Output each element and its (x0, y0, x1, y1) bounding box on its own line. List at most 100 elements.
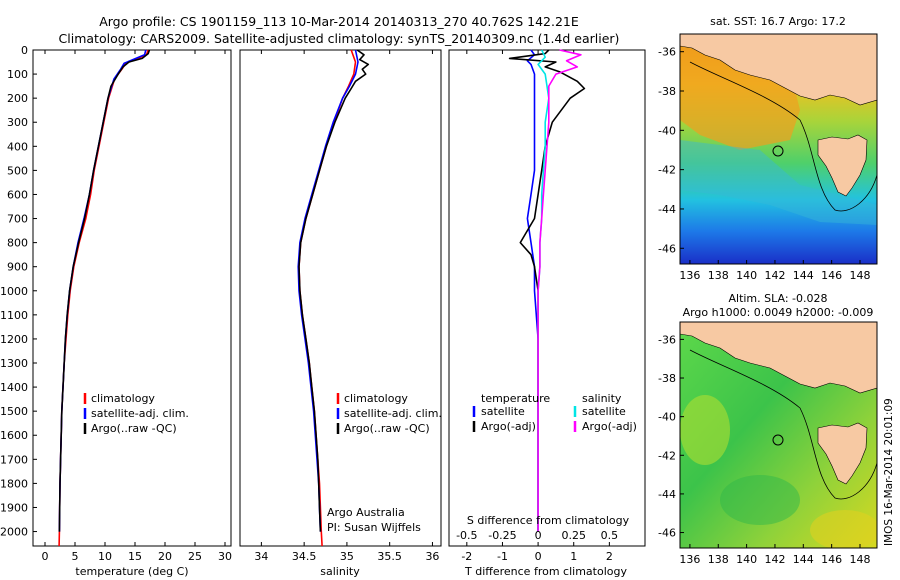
map-lat-label: -36 (658, 333, 676, 346)
tasmania (817, 422, 868, 485)
salinity-xtick-label: 34.5 (292, 550, 317, 563)
depth-tick-label: 300 (7, 116, 28, 129)
legend-label-s-satellite: satellite (582, 405, 626, 418)
depth-tick-label: 1100 (0, 309, 28, 322)
map-lon-label: 138 (708, 553, 729, 566)
map-lon-label: 142 (764, 269, 785, 282)
depth-tick-label: 1000 (0, 285, 28, 298)
sst-map-axes: 136 138 140 142 144 146 148 -36 -38 -40 -42 -44 -46 (658, 46, 870, 282)
sla-blob-b (720, 475, 800, 525)
map-lon-label: 138 (708, 269, 729, 282)
difference-xtick-label: -2 (461, 550, 472, 563)
imos-timestamp: IMOS 16-Mar-2014 20:01:09 (883, 398, 895, 546)
mainland-australia (680, 34, 877, 106)
depth-tick-label: 1700 (0, 453, 28, 466)
temperature-xlabel: temperature (deg C) (75, 565, 188, 578)
temperature-series-climatology (58, 49, 149, 547)
map-lat-label: -40 (658, 124, 676, 137)
map-lon-label: 142 (764, 553, 785, 566)
sla-blob-a (680, 395, 730, 465)
legend-label-s-argo: Argo(-adj) (582, 420, 637, 433)
temperature-xtick-label: 0 (42, 550, 49, 563)
map-lat-label: -38 (658, 372, 676, 385)
difference-xtick-top-label: -0.25 (488, 529, 516, 542)
depth-tick-label: 1600 (0, 429, 28, 442)
argo-float-marker (772, 145, 784, 157)
salinity-panel-frame (239, 49, 442, 547)
difference-series-argo-adj (537, 49, 582, 532)
map-lon-label: 144 (793, 553, 814, 566)
temperature-xtick-label: 5 (72, 550, 79, 563)
legend-header-temperature: temperature (481, 392, 550, 405)
salinity-xtick-label: 35 (340, 550, 354, 563)
mainland-australia (680, 322, 877, 394)
map-lat-label: -42 (658, 449, 676, 462)
sla-map-title-line1: Altim. SLA: -0.028 (728, 292, 827, 305)
legend-label-climatology: climatology (344, 392, 408, 405)
map-lon-label: 136 (679, 269, 700, 282)
map-lon-label: 136 (679, 553, 700, 566)
legend-header-salinity: salinity (582, 392, 622, 405)
depth-tick-label: 2000 (0, 526, 28, 539)
map-lat-label: -46 (658, 242, 676, 255)
sst-map (680, 34, 877, 264)
depth-tick-label: 0 (21, 44, 28, 57)
map-lat-label: -36 (658, 46, 676, 59)
legend-label-climatology: climatology (91, 392, 155, 405)
difference-xlabel-top: S difference from climatology (467, 514, 630, 527)
tasmania (817, 134, 868, 197)
difference-xtick-label: 1 (570, 550, 577, 563)
sla-map-title-line2: Argo h1000: 0.0049 h2000: -0.009 (683, 306, 874, 319)
difference-xtick-top-label: -0.5 (456, 529, 477, 542)
salinity-legend: climatology satellite-adj. clim. Argo(..… (336, 392, 442, 435)
figure-title-line2: Climatology: CARS2009. Satellite-adjuste… (59, 31, 620, 46)
argo-australia-annotation: Argo Australia (327, 506, 405, 519)
figure-title-line1: Argo profile: CS 1901159_113 10-Mar-2014… (99, 14, 579, 29)
temperature-xtick-label: 15 (128, 550, 142, 563)
map-lat-label: -46 (658, 527, 676, 540)
salinity-series-climatology (298, 49, 357, 547)
depth-tick-label: 200 (7, 92, 28, 105)
salinity-series-argo-raw-qc (298, 49, 370, 532)
map-lat-label: -44 (658, 488, 676, 501)
legend-label-t-argo: Argo(-adj) (481, 420, 536, 433)
salinity-xtick-label: 35.5 (377, 550, 402, 563)
difference-series-satellite (537, 49, 550, 532)
contour-line (689, 349, 877, 500)
salinity-xtick-label: 36 (425, 550, 439, 563)
map-lon-label: 148 (849, 553, 870, 566)
map-lat-label: -38 (658, 85, 676, 98)
legend-label-t-satellite: satellite (481, 405, 525, 418)
map-lat-label: -40 (658, 411, 676, 424)
depth-tick-label: 600 (7, 188, 28, 201)
difference-xtick-top-label: 0.25 (561, 529, 586, 542)
difference-series-argo-adj (508, 49, 586, 532)
depth-tick-label: 800 (7, 237, 28, 250)
temperature-series-argo-raw-qc (58, 49, 151, 532)
difference-xlabel: T difference from climatology (464, 565, 627, 578)
temperature-xtick-label: 10 (98, 550, 112, 563)
map-lon-label: 144 (793, 269, 814, 282)
sst-green-band (680, 140, 877, 225)
map-lon-label: 146 (821, 553, 842, 566)
depth-tick-label: 1800 (0, 477, 28, 490)
contour-line (689, 61, 877, 212)
legend-label-satellite: satellite-adj. clim. (344, 407, 442, 420)
difference-legend: temperature satellite Argo(-adj) salinit… (472, 392, 637, 433)
sst-map-title: sat. SST: 16.7 Argo: 17.2 (710, 15, 846, 28)
pi-annotation: PI: Susan Wijffels (327, 521, 421, 534)
sla-map-axes: 136 138 140 142 144 146 148 -36 -38 -40 -42 -44 -46 (658, 333, 870, 566)
depth-tick-label: 1500 (0, 405, 28, 418)
map-lat-label: -44 (658, 203, 676, 216)
map-lon-label: 148 (849, 269, 870, 282)
legend-label-argo: Argo(..raw -QC) (344, 422, 430, 435)
difference-xtick-label: 0 (535, 550, 542, 563)
depth-tick-label: 1200 (0, 333, 28, 346)
salinity-plot: 34 34.5 35 35.5 36 (254, 49, 439, 563)
depth-tick-label: 1400 (0, 381, 28, 394)
salinity-series-satellite-adj-clim (297, 49, 359, 532)
argo-float-marker (772, 434, 784, 446)
map-lat-label: -42 (658, 164, 676, 177)
difference-plot: -2 -1 0 1 2 -0.5 -0.25 0 0.25 0.5 (456, 49, 618, 563)
